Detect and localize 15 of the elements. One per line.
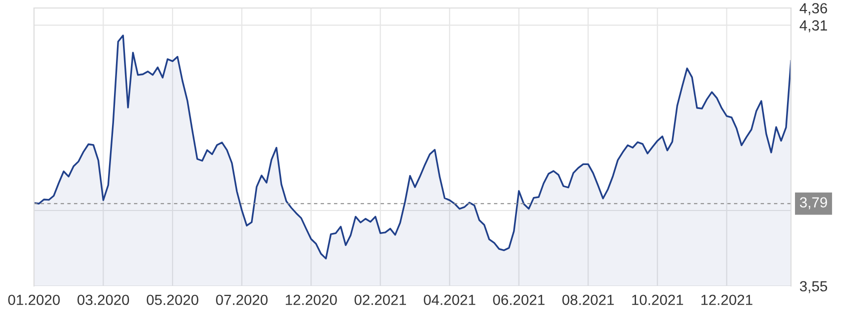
x-tick-label: 12.2021 — [701, 294, 752, 306]
y-tick-label: 3,55 — [800, 281, 828, 294]
ref-line-label: 3,79 — [800, 197, 828, 210]
x-tick-label: 07.2020 — [216, 294, 268, 306]
y-tick-label: 4,31 — [800, 20, 828, 32]
x-tick-label: 08.2021 — [562, 294, 614, 306]
x-tick-label: 12.2020 — [286, 294, 337, 306]
x-tick-label: 02.2021 — [354, 294, 406, 306]
x-tick-label: 10.2021 — [632, 294, 684, 306]
x-tick-label: 01.2020 — [8, 294, 60, 306]
x-tick-label: 03.2020 — [77, 294, 130, 306]
y-tick-label: 4,36 — [800, 3, 828, 16]
x-tick-label: 04.2021 — [424, 294, 476, 306]
x-tick-label: 06.2021 — [493, 294, 545, 306]
x-tick-label: 05.2020 — [146, 294, 198, 306]
